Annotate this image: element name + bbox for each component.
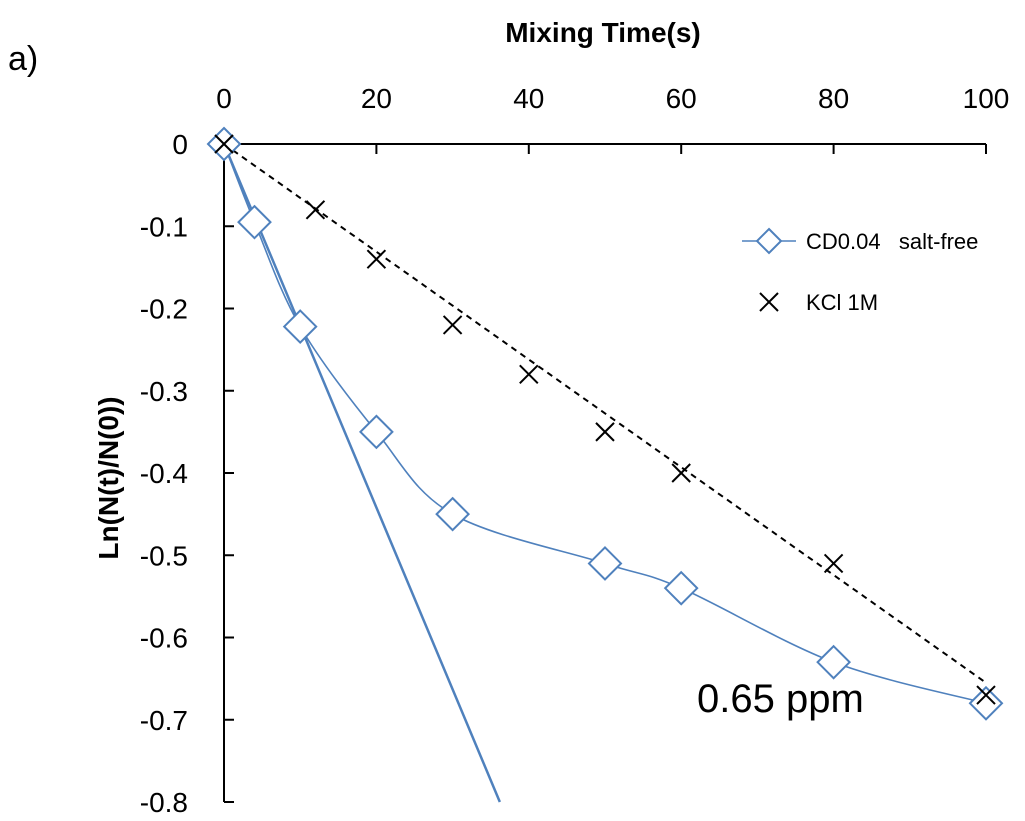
legend-cross-marker: [759, 292, 779, 312]
data-point-diamond: [587, 546, 623, 581]
y-tick-label: -0.7: [140, 705, 188, 736]
y-tick-label: -0.5: [140, 540, 188, 571]
legend-label: KCl 1M: [806, 290, 878, 315]
data-point-diamond: [358, 414, 394, 450]
series-line: [223, 143, 987, 705]
data-point-diamond: [237, 204, 272, 240]
data-point-diamond: [816, 644, 852, 680]
annotation-text: 0.65 ppm: [697, 677, 864, 721]
y-tick-label: -0.8: [140, 787, 188, 818]
data-point-cross: [366, 249, 387, 269]
data-point-diamond: [663, 570, 699, 606]
fit-lines: [222, 143, 987, 803]
legend-diamond-marker: [755, 227, 783, 255]
x-ticks: 0 20 40 60 80 100: [216, 83, 1009, 154]
data-point-cross: [519, 364, 539, 385]
x-tick-label: 40: [513, 83, 544, 114]
data-point-cross: [214, 134, 234, 154]
x-tick-label: 0: [216, 83, 232, 114]
y-tick-label: -0.2: [140, 294, 188, 325]
y-ticks: 0 -0.1 -0.2 -0.3 -0.4 -0.5 -0.6 -0.7 -0.8: [140, 129, 234, 818]
data-point-cross: [442, 315, 463, 335]
data-point-cross: [671, 463, 691, 483]
x-tick-label: 100: [963, 83, 1010, 114]
y-tick-label: -0.4: [140, 458, 188, 489]
y-axis-title: Ln(N(t)/N(0)): [93, 396, 124, 559]
solid-fit-line: [222, 143, 501, 803]
data-point-cross: [595, 422, 615, 442]
data-point-diamond: [435, 496, 471, 532]
x-tick-label: 20: [361, 83, 392, 114]
data-point-diamond: [282, 309, 318, 345]
y-tick-label: -0.1: [140, 211, 188, 242]
data-point-cross: [305, 200, 326, 220]
legend: CD0.04 salt-free KCl 1M: [742, 227, 978, 315]
data-point-cross: [823, 553, 844, 574]
y-tick-label: -0.3: [140, 376, 188, 407]
data-point-cross: [976, 685, 996, 705]
legend-label: CD0.04 salt-free: [806, 229, 978, 254]
y-tick-label: -0.6: [140, 623, 188, 654]
y-tick-label: 0: [172, 129, 188, 160]
x-tick-label: 80: [818, 83, 849, 114]
x-axis-title: Mixing Time(s): [505, 17, 701, 48]
series-markers: [206, 126, 1004, 721]
x-tick-label: 60: [666, 83, 697, 114]
series-lines: [223, 143, 987, 705]
data-point-diamond: [968, 685, 1004, 721]
dashed-fit-line: [223, 143, 987, 684]
panel-label: a): [8, 40, 38, 78]
